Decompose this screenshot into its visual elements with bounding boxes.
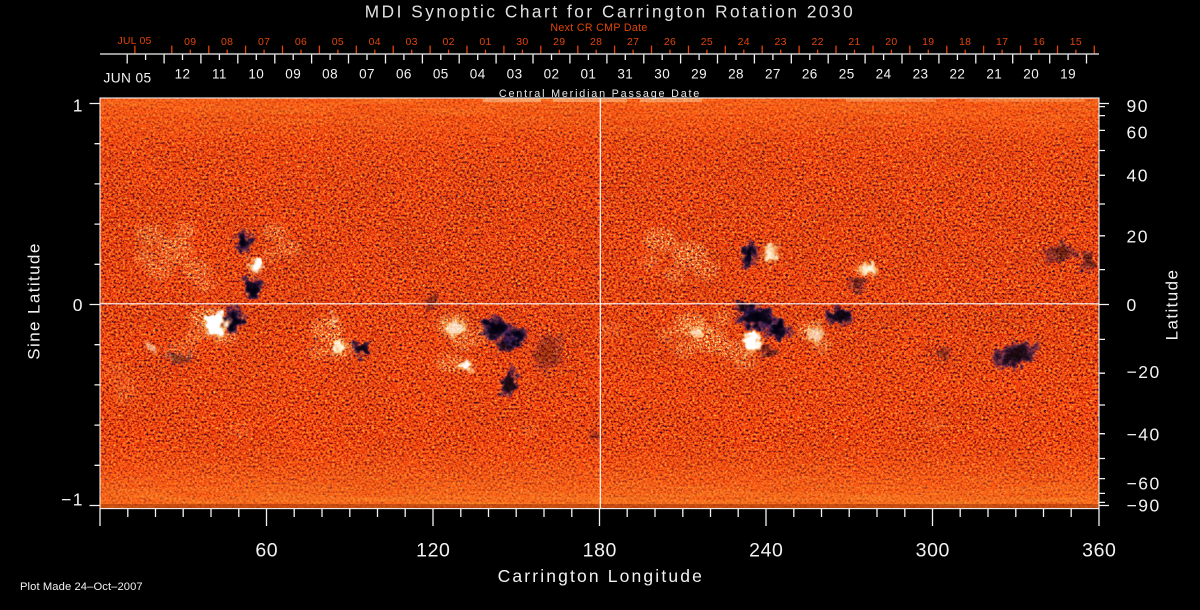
svg-text:01: 01	[479, 36, 491, 48]
svg-text:03: 03	[507, 67, 523, 82]
svg-text:20: 20	[1127, 226, 1149, 246]
svg-text:29: 29	[553, 36, 565, 48]
svg-text:02: 02	[442, 36, 454, 48]
svg-text:23: 23	[913, 67, 929, 82]
svg-text:05: 05	[433, 67, 449, 82]
svg-text:−1: −1	[61, 489, 84, 509]
svg-text:01: 01	[580, 67, 596, 82]
svg-text:180: 180	[583, 540, 617, 562]
svg-text:40: 40	[1127, 166, 1149, 186]
svg-text:07: 07	[359, 67, 375, 82]
svg-text:JUN 05: JUN 05	[103, 71, 151, 86]
svg-text:10: 10	[248, 67, 264, 82]
svg-text:08: 08	[322, 67, 338, 82]
svg-text:−40: −40	[1127, 424, 1161, 444]
svg-text:05: 05	[332, 36, 344, 48]
svg-text:27: 27	[627, 36, 639, 48]
svg-text:24: 24	[876, 67, 892, 82]
svg-text:−20: −20	[1127, 362, 1161, 382]
svg-text:28: 28	[590, 36, 602, 48]
svg-text:300: 300	[916, 540, 950, 562]
svg-text:Next CR CMP Date: Next CR CMP Date	[550, 22, 647, 34]
svg-text:−60: −60	[1127, 473, 1161, 493]
svg-text:26: 26	[802, 67, 818, 82]
svg-text:360: 360	[1082, 540, 1116, 562]
svg-text:30: 30	[654, 67, 670, 82]
svg-text:30: 30	[516, 36, 528, 48]
svg-text:04: 04	[470, 67, 486, 82]
svg-text:09: 09	[184, 36, 196, 48]
svg-text:19: 19	[1060, 67, 1076, 82]
svg-text:25: 25	[701, 36, 713, 48]
svg-text:21: 21	[848, 36, 860, 48]
svg-text:09: 09	[285, 67, 301, 82]
svg-text:20: 20	[885, 36, 897, 48]
svg-text:0: 0	[1127, 295, 1138, 315]
svg-text:06: 06	[396, 67, 412, 82]
svg-text:07: 07	[258, 36, 270, 48]
svg-text:28: 28	[728, 67, 744, 82]
svg-text:21: 21	[986, 67, 1002, 82]
svg-text:25: 25	[839, 67, 855, 82]
svg-text:MDI Synoptic Chart for Carring: MDI Synoptic Chart for Carrington Rotati…	[365, 1, 856, 21]
svg-text:240: 240	[749, 540, 783, 562]
svg-text:02: 02	[544, 67, 560, 82]
svg-text:22: 22	[949, 67, 965, 82]
svg-text:Central Meridian Passage Date: Central Meridian Passage Date	[499, 88, 701, 100]
svg-text:18: 18	[959, 36, 971, 48]
svg-text:04: 04	[369, 36, 381, 48]
svg-text:60: 60	[255, 540, 278, 562]
svg-text:19: 19	[922, 36, 934, 48]
svg-text:31: 31	[617, 67, 633, 82]
svg-text:08: 08	[221, 36, 233, 48]
svg-text:24: 24	[738, 36, 750, 48]
svg-text:03: 03	[406, 36, 418, 48]
svg-text:22: 22	[811, 36, 823, 48]
svg-text:17: 17	[996, 36, 1008, 48]
svg-text:−90: −90	[1127, 495, 1161, 515]
svg-text:Latitude: Latitude	[1163, 269, 1182, 341]
svg-text:0: 0	[73, 295, 84, 315]
svg-text:90: 90	[1127, 96, 1149, 116]
svg-text:JUL 05: JUL 05	[117, 35, 151, 47]
svg-text:27: 27	[765, 67, 781, 82]
svg-text:Carrington Longitude: Carrington Longitude	[498, 566, 704, 586]
svg-text:11: 11	[212, 67, 227, 82]
svg-text:26: 26	[664, 36, 676, 48]
svg-text:16: 16	[1033, 36, 1045, 48]
svg-text:12: 12	[175, 67, 191, 82]
svg-text:60: 60	[1127, 123, 1149, 143]
svg-text:Sine Latitude: Sine Latitude	[25, 242, 44, 359]
svg-text:15: 15	[1070, 36, 1082, 48]
svg-text:Plot Made 24–Oct–2007: Plot Made 24–Oct–2007	[20, 581, 143, 593]
svg-text:06: 06	[295, 36, 307, 48]
svg-text:1: 1	[73, 96, 84, 116]
svg-text:20: 20	[1023, 67, 1039, 82]
svg-text:29: 29	[691, 67, 707, 82]
svg-text:23: 23	[775, 36, 787, 48]
svg-text:120: 120	[416, 540, 450, 562]
